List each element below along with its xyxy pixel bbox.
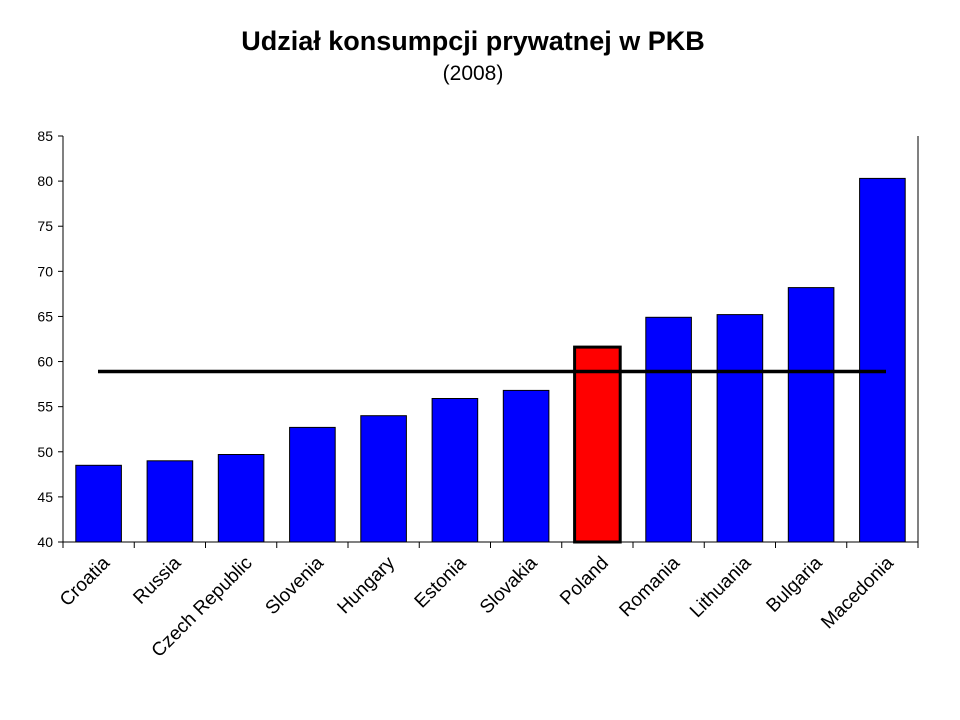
y-axis: 40 45 50 55 60 65 70 75 80 85 [37, 128, 64, 550]
bar-hungary [360, 415, 407, 543]
y-tick-label: 80 [37, 173, 53, 189]
x-tick-label: Poland [556, 553, 613, 610]
y-tick-label: 75 [37, 218, 53, 234]
bar-slovenia [289, 426, 336, 543]
y-tick-label: 55 [37, 399, 53, 415]
y-tick-label: 65 [37, 308, 53, 324]
x-tick-label: Macedonia [817, 552, 898, 633]
x-tick-label: Slovakia [476, 552, 542, 618]
bar-macedonia [859, 177, 906, 543]
x-tick-label: Bulgaria [763, 552, 827, 616]
x-tick-label: Estonia [411, 552, 471, 612]
x-tick-label: Lithuania [686, 552, 756, 622]
x-tick-label: Slovenia [262, 552, 329, 619]
bar-czech-republic [217, 454, 265, 543]
x-tick-label: Russia [129, 552, 185, 608]
bar-slovakia [502, 389, 550, 543]
bar-croatia [75, 464, 122, 543]
chart-title: Udział konsumpcji prywatnej w PKB [241, 26, 705, 56]
y-tick-label: 70 [37, 263, 53, 279]
bar-poland [573, 345, 622, 544]
x-tick-label: Romania [616, 552, 685, 621]
bar-lithuania [716, 314, 764, 543]
y-tick-label: 40 [37, 534, 53, 550]
y-tick-label: 50 [37, 444, 53, 460]
bar-russia [146, 460, 194, 543]
bars-group [75, 177, 906, 544]
y-tick-label: 85 [37, 128, 53, 144]
y-tick-label: 60 [37, 354, 53, 370]
x-tick-label: Hungary [334, 552, 400, 618]
bar-estonia [431, 398, 479, 543]
bar-romania [645, 316, 692, 543]
chart-subtitle: (2008) [442, 62, 504, 85]
y-tick-label: 45 [37, 489, 53, 505]
x-tick-label: Croatia [56, 552, 114, 610]
bar-bulgaria [787, 287, 835, 543]
